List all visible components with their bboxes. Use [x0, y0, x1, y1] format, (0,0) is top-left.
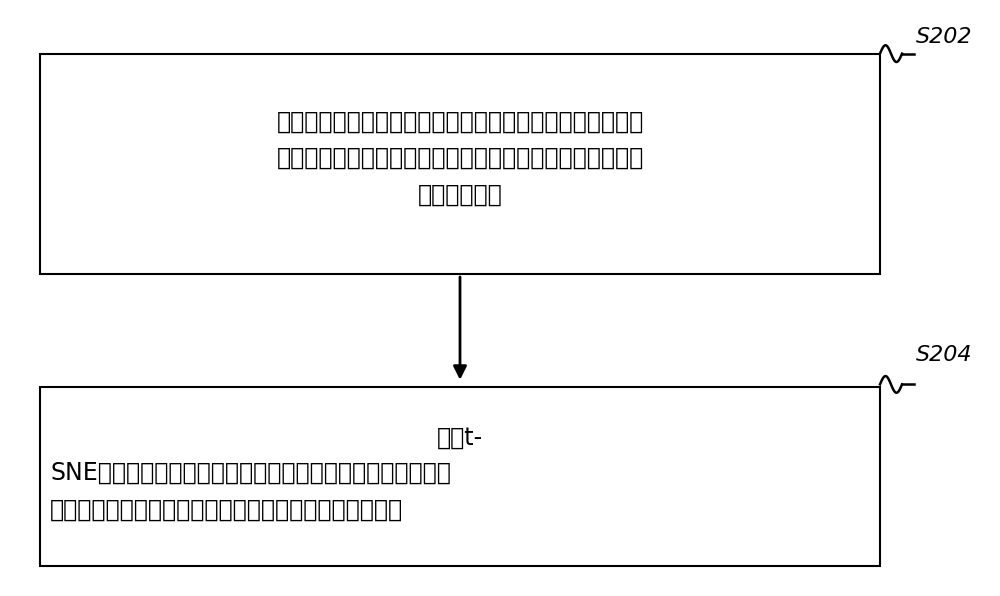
Text: S204: S204 [916, 344, 972, 365]
Text: SNE降维算法，对所述隐藏层向量进行降维处理，获取降维数
据集；所述降维数据集是降至二维后的隐藏层向量的集合: SNE降维算法，对所述隐藏层向量进行降维处理，获取降维数 据集；所述降维数据集是… [50, 461, 451, 522]
FancyBboxPatch shape [40, 54, 880, 274]
Text: 将待处理的时间序列数据按照时间顺序输入至预先训练好的
降维神经网络模型，获取所述降维神经网络模型中最后时刻
的隐藏层向量: 将待处理的时间序列数据按照时间顺序输入至预先训练好的 降维神经网络模型，获取所述… [276, 110, 644, 206]
Text: S202: S202 [916, 27, 972, 47]
Text: 基于t-: 基于t- [437, 426, 483, 449]
FancyBboxPatch shape [40, 387, 880, 566]
